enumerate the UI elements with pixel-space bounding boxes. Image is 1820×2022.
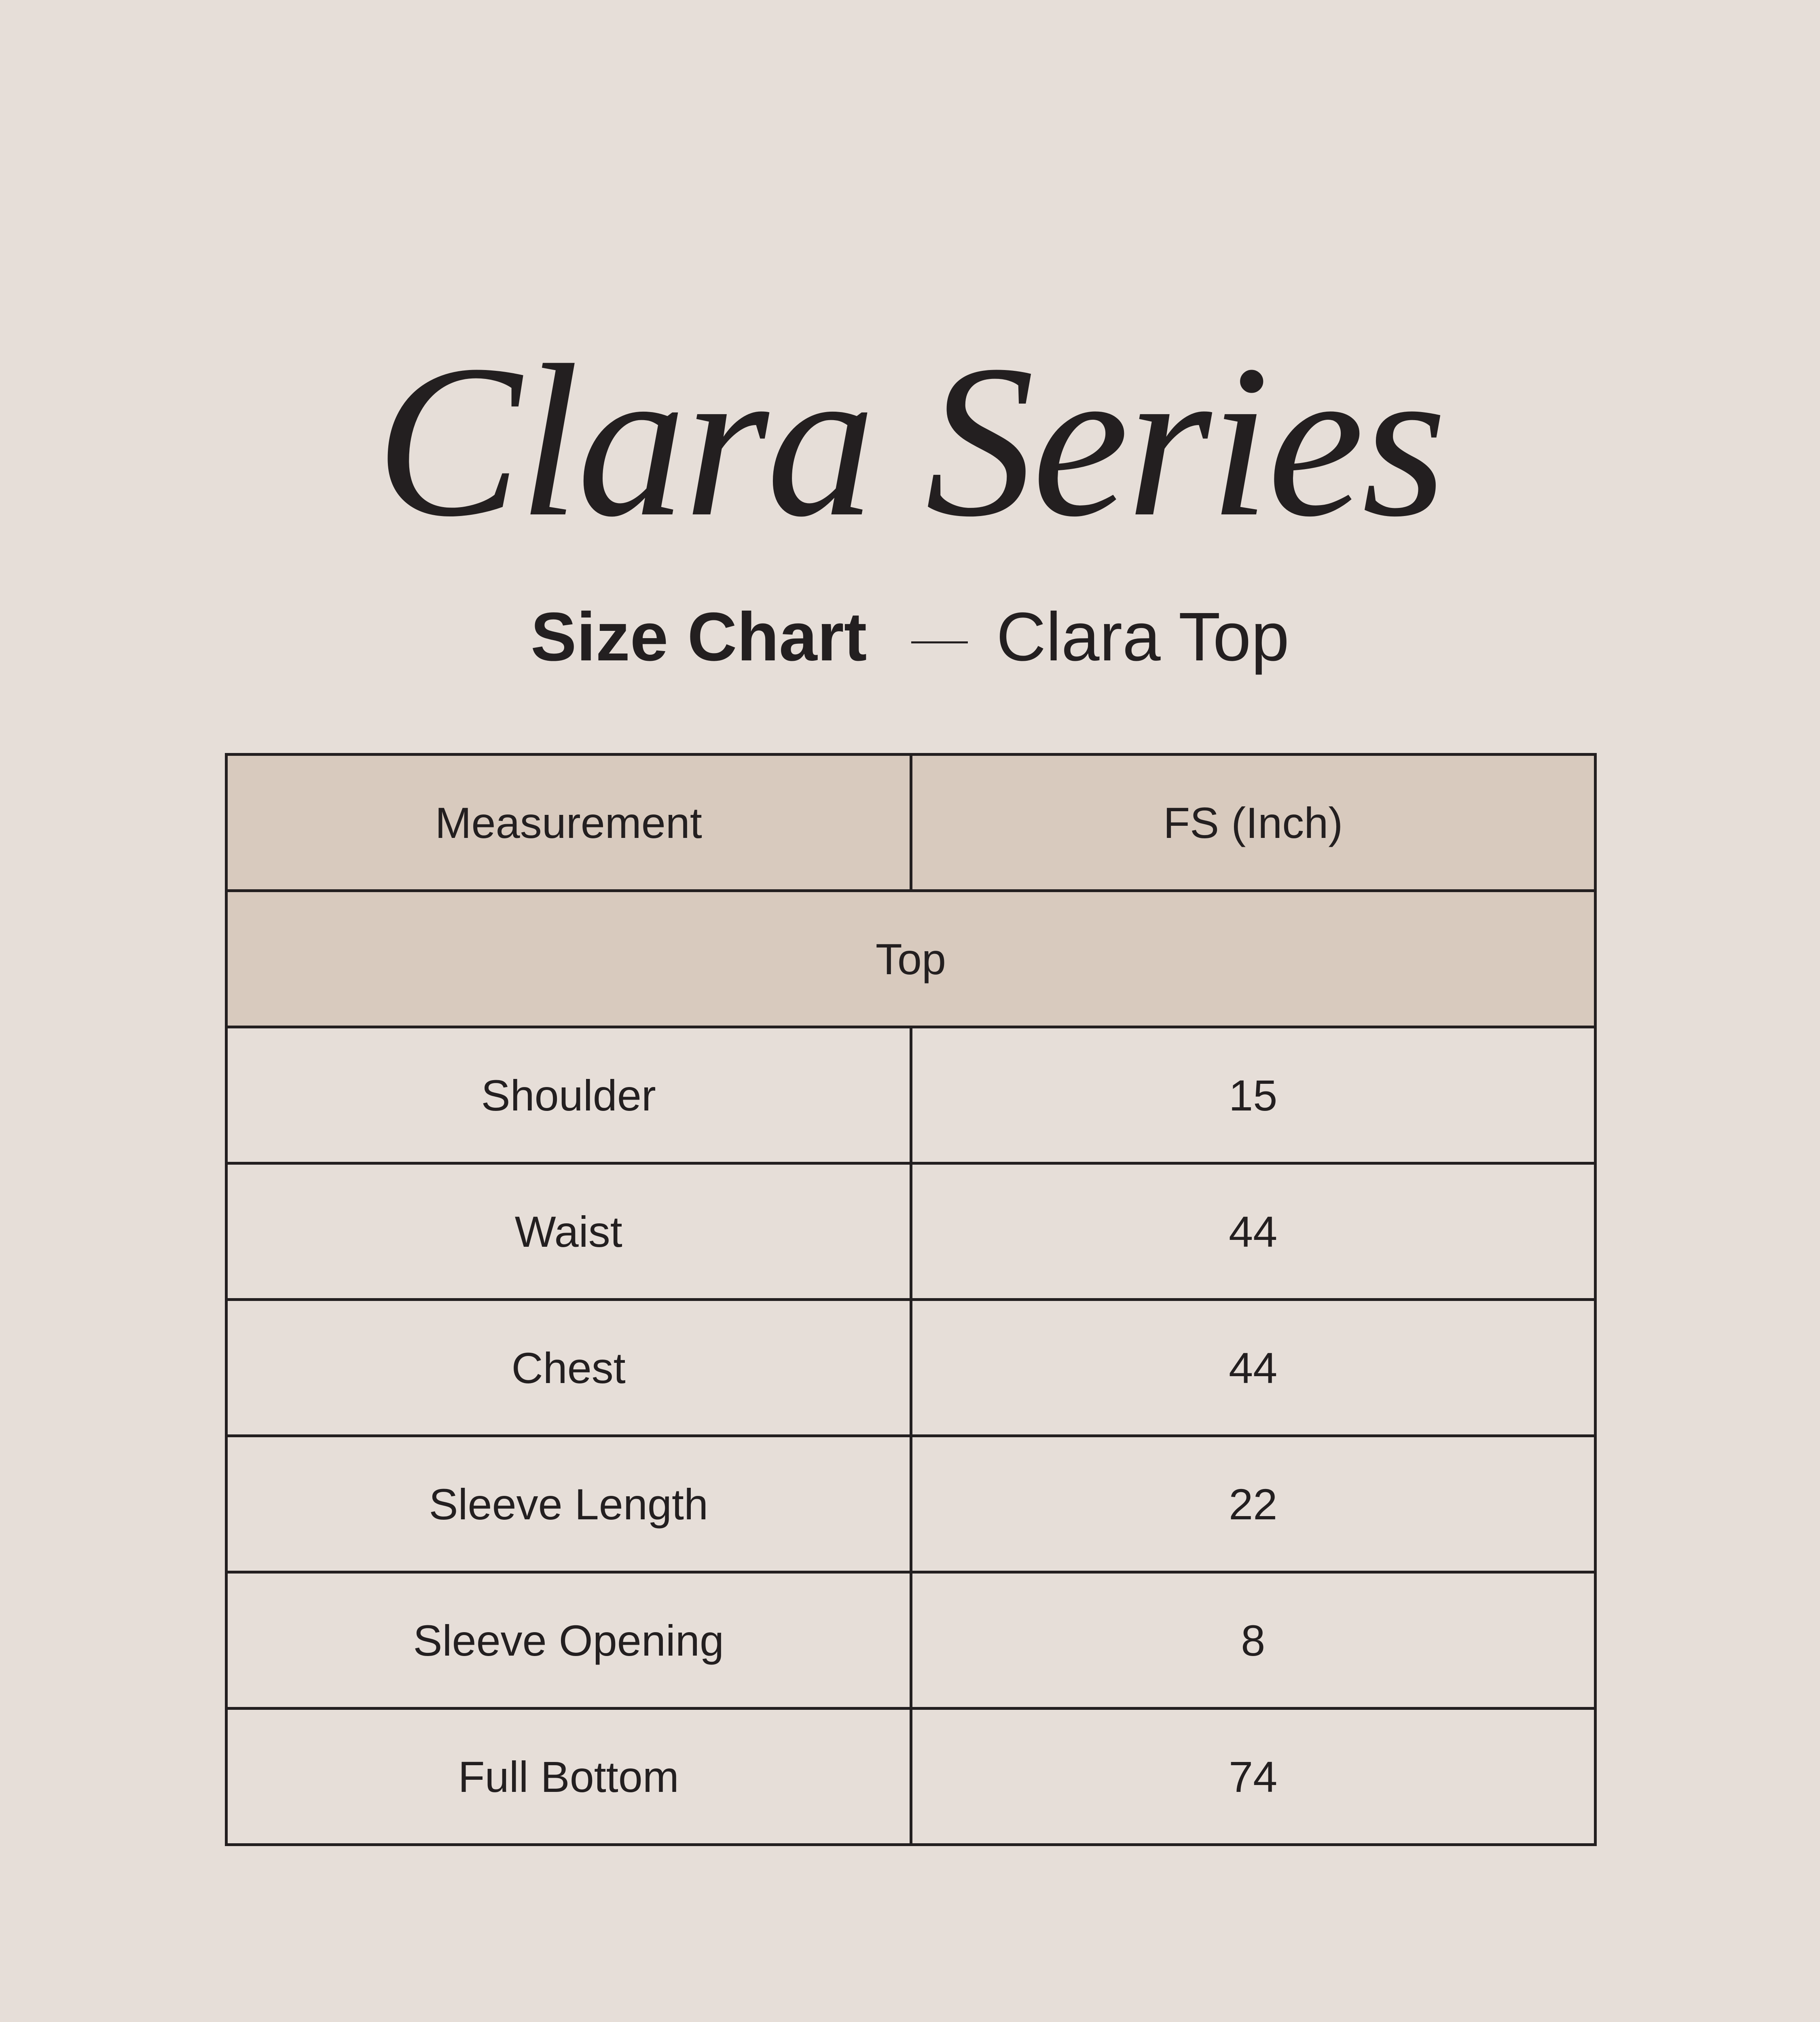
measurement-value: 44 bbox=[909, 1298, 1597, 1437]
measurement-value: 44 bbox=[909, 1162, 1597, 1301]
section-top: Top bbox=[225, 889, 1597, 1028]
measurement-value: 74 bbox=[909, 1707, 1597, 1846]
subtitle-main: Size Chart bbox=[531, 599, 867, 675]
table-row: Waist 44 bbox=[225, 1162, 1597, 1301]
table-row: Shoulder 15 bbox=[225, 1026, 1597, 1165]
header-measurement: Measurement bbox=[225, 753, 912, 892]
measurement-name: Waist bbox=[225, 1162, 912, 1301]
table-row: Chest 44 bbox=[225, 1298, 1597, 1437]
measurement-name: Shoulder bbox=[225, 1026, 912, 1165]
measurement-value: 8 bbox=[909, 1571, 1597, 1710]
size-chart-table: Measurement FS (Inch) Top Shoulder 15 Wai… bbox=[225, 753, 1597, 1846]
measurement-name: Full Bottom bbox=[225, 1707, 912, 1846]
header-row: Measurement FS (Inch) bbox=[225, 753, 1597, 892]
measurement-value: 22 bbox=[909, 1434, 1597, 1574]
measurement-value: 15 bbox=[909, 1026, 1597, 1165]
table-row: Full Bottom 74 bbox=[225, 1707, 1597, 1846]
measurement-name: Sleeve Length bbox=[225, 1434, 912, 1574]
dash-divider bbox=[911, 641, 968, 643]
measurement-name: Sleeve Opening bbox=[225, 1571, 912, 1710]
header-fs: FS (Inch) bbox=[909, 753, 1597, 892]
page-title: Clara Series bbox=[375, 320, 1447, 562]
subtitle: Size Chart Clara Top bbox=[0, 603, 1820, 671]
table-row: Sleeve Length 22 bbox=[225, 1434, 1597, 1574]
section-row: Top bbox=[225, 889, 1597, 1028]
measurement-name: Chest bbox=[225, 1298, 912, 1437]
subtitle-product: Clara Top bbox=[996, 599, 1289, 675]
table-row: Sleeve Opening 8 bbox=[225, 1571, 1597, 1710]
